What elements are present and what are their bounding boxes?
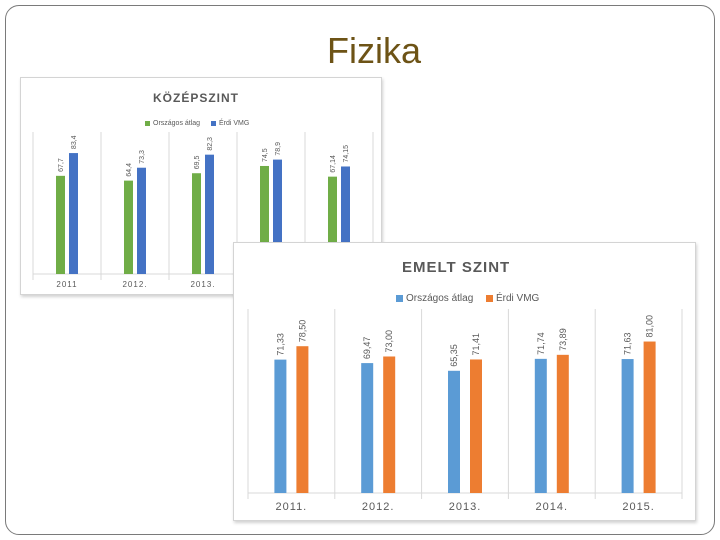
category-label: 2012. — [122, 280, 147, 289]
data-label: 64,4 — [126, 163, 133, 177]
category-label: 2012. — [362, 501, 395, 513]
chart-kozepszint-svg: KÖZÉPSZINT Országos átlag Érdi VMG 67,7 83,4… — [32, 90, 374, 289]
data-label: 82,3 — [207, 137, 214, 151]
chart-title: KÖZÉPSZINT — [153, 90, 239, 105]
chart-title: EMELT SZINT — [402, 259, 510, 276]
legend-swatch-1 — [396, 295, 403, 302]
category-label: 2013. — [190, 280, 215, 289]
data-label: 78,50 — [297, 320, 307, 343]
bar-2-2015 — [643, 341, 656, 493]
data-label: 71,33 — [275, 333, 285, 356]
data-label: 73,3 — [139, 150, 146, 164]
data-label: 67,7 — [58, 158, 65, 172]
data-label: 83,4 — [71, 135, 78, 149]
data-label: 73,89 — [558, 328, 568, 351]
data-label: 73,00 — [384, 330, 394, 353]
data-label: 74,5 — [262, 148, 269, 162]
data-label: 71,63 — [623, 333, 633, 356]
category-label: 2013. — [449, 501, 482, 513]
bar-2-2014 — [556, 354, 569, 493]
bar-2-2012 — [383, 356, 396, 493]
legend-swatch-2 — [486, 295, 493, 302]
data-label: 69,47 — [362, 337, 372, 360]
category-label: 2014. — [536, 501, 569, 513]
bar-1-2013 — [448, 370, 460, 493]
data-label: 78,9 — [275, 142, 282, 156]
legend-label-1: Országos átlag — [153, 120, 200, 127]
data-label: 81,00 — [645, 315, 655, 338]
chart-emelt-szint-svg: EMELT SZINT Országos átlag Érdi VMG 71,33 78… — [247, 259, 683, 513]
bar-2-2014 — [273, 159, 282, 274]
bar-1-2015 — [328, 176, 337, 274]
data-label: 71,74 — [536, 332, 546, 355]
bar-1-2013 — [192, 173, 201, 274]
bar-1-2011 — [56, 175, 65, 274]
bar-2-2013 — [205, 154, 214, 274]
category-label: 2011 — [56, 280, 77, 289]
legend-label-1: Országos átlag — [406, 293, 473, 304]
bar-1-2014 — [260, 165, 269, 274]
bar-2-2011 — [69, 153, 78, 274]
slide-title: Fizika — [327, 30, 422, 71]
bar-2-2012 — [137, 167, 146, 274]
bar-1-2014 — [534, 358, 547, 493]
legend-label-2: Érdi VMG — [496, 291, 540, 304]
category-label: 2011. — [276, 501, 308, 513]
bar-1-2012 — [124, 180, 133, 274]
bar-2-2015 — [341, 166, 350, 274]
bar-1-2015 — [621, 359, 634, 493]
data-label: 71,41 — [471, 333, 481, 356]
chart-emelt-szint: EMELT SZINT Országos átlag Érdi VMG 71,33 78… — [233, 242, 696, 521]
bar-2-2013 — [470, 359, 482, 493]
category-label: 2015. — [622, 501, 655, 513]
data-label: 65,35 — [449, 344, 459, 367]
bar-2-2011 — [296, 346, 309, 493]
bar-1-2011 — [274, 359, 287, 493]
data-label: 74,15 — [343, 145, 350, 163]
legend-swatch-1 — [145, 121, 150, 126]
legend-swatch-2 — [211, 121, 216, 126]
data-label: 67,14 — [330, 155, 337, 173]
legend-label-2: Érdi VMG — [219, 118, 249, 127]
chart-kozepszint: KÖZÉPSZINT Országos átlag Érdi VMG 67,7 83,4… — [20, 77, 382, 295]
bar-1-2012 — [361, 363, 374, 493]
data-label: 69,5 — [194, 155, 201, 169]
